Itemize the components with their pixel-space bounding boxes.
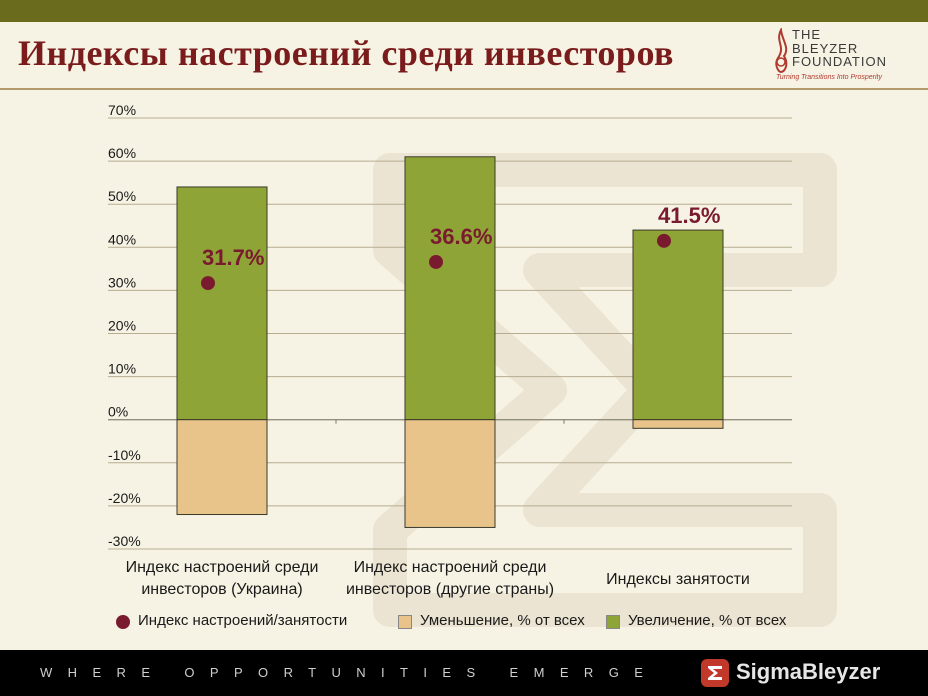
- bar-increase: [632, 229, 724, 421]
- page-title: Индексы настроений среди инвесторов: [18, 33, 674, 73]
- y-tick-label: -10%: [108, 447, 141, 463]
- x-category-label: инвесторов (другие страны): [346, 581, 554, 598]
- legend-swatch-increase: [606, 615, 620, 629]
- index-data-label: 31.7%: [202, 245, 264, 270]
- bar-increase: [176, 186, 268, 421]
- axis-labels: 70% 60% 50% 40% 30% 20% 10% 0% -10% -20% -30% Индек…: [108, 102, 750, 598]
- sentiment-chart: 31.7% 36.6% 41.5% 70% 60% 50% 40% 30% 20% 10% 0% -…: [108, 102, 792, 598]
- y-tick-label: 30%: [108, 274, 136, 290]
- index-dot: [201, 276, 215, 291]
- index-markers: 31.7% 36.6% 41.5%: [201, 203, 720, 291]
- bars: [176, 156, 724, 528]
- index-data-label: 41.5%: [658, 203, 720, 228]
- y-tick-label: 70%: [108, 102, 136, 118]
- y-tick-label: 20%: [108, 318, 136, 334]
- x-category-label: Индексы занятости: [606, 571, 750, 588]
- top-bar: [0, 0, 928, 22]
- legend-swatch-decrease: [398, 615, 412, 629]
- bar-decrease: [632, 419, 724, 429]
- y-tick-label: 50%: [108, 188, 136, 204]
- bleyzer-foundation-logo: THE BLEYZER FOUNDATION Turning Transitio…: [770, 28, 925, 86]
- y-tick-label: -30%: [108, 533, 141, 549]
- index-dot: [429, 254, 443, 269]
- logo-tagline: Turning Transitions Into Prosperity: [776, 74, 882, 81]
- flame-icon: [775, 28, 788, 74]
- footer-bar: [0, 650, 928, 696]
- sigmableyzer-logo-icon: [701, 659, 729, 687]
- legend-marker-index: [116, 615, 130, 629]
- legend-label-increase: Увеличение, % от всех: [628, 612, 787, 629]
- y-tick-label: -20%: [108, 490, 141, 506]
- title-divider: [0, 88, 928, 90]
- logo-line: THE: [792, 27, 821, 42]
- y-tick-label: 0%: [108, 404, 128, 420]
- x-category-label: инвесторов (Украина): [141, 581, 302, 598]
- logo-line: BLEYZER: [792, 40, 859, 56]
- bar-decrease: [404, 419, 496, 528]
- bar-decrease: [176, 419, 268, 516]
- footer-brand: SigmaBleyzer: [736, 659, 881, 684]
- footer-tagline: WHERE OPPORTUNITIES EMERGE: [40, 665, 659, 680]
- legend-label-decrease: Уменьшение, % от всех: [420, 612, 585, 629]
- index-dot: [657, 233, 671, 248]
- bar-increase: [404, 156, 496, 421]
- x-category-label: Индекс настроений среди: [126, 559, 319, 576]
- y-tick-label: 40%: [108, 231, 136, 247]
- index-data-label: 36.6%: [430, 224, 492, 249]
- x-category-label: Индекс настроений среди: [354, 559, 547, 576]
- sigma-watermark-icon: [373, 153, 837, 627]
- legend-label-index: Индекс настроений/занятости: [138, 612, 348, 629]
- logo-line: FOUNDATION: [792, 54, 887, 69]
- y-tick-label: 10%: [108, 361, 136, 377]
- y-tick-label: 60%: [108, 145, 136, 161]
